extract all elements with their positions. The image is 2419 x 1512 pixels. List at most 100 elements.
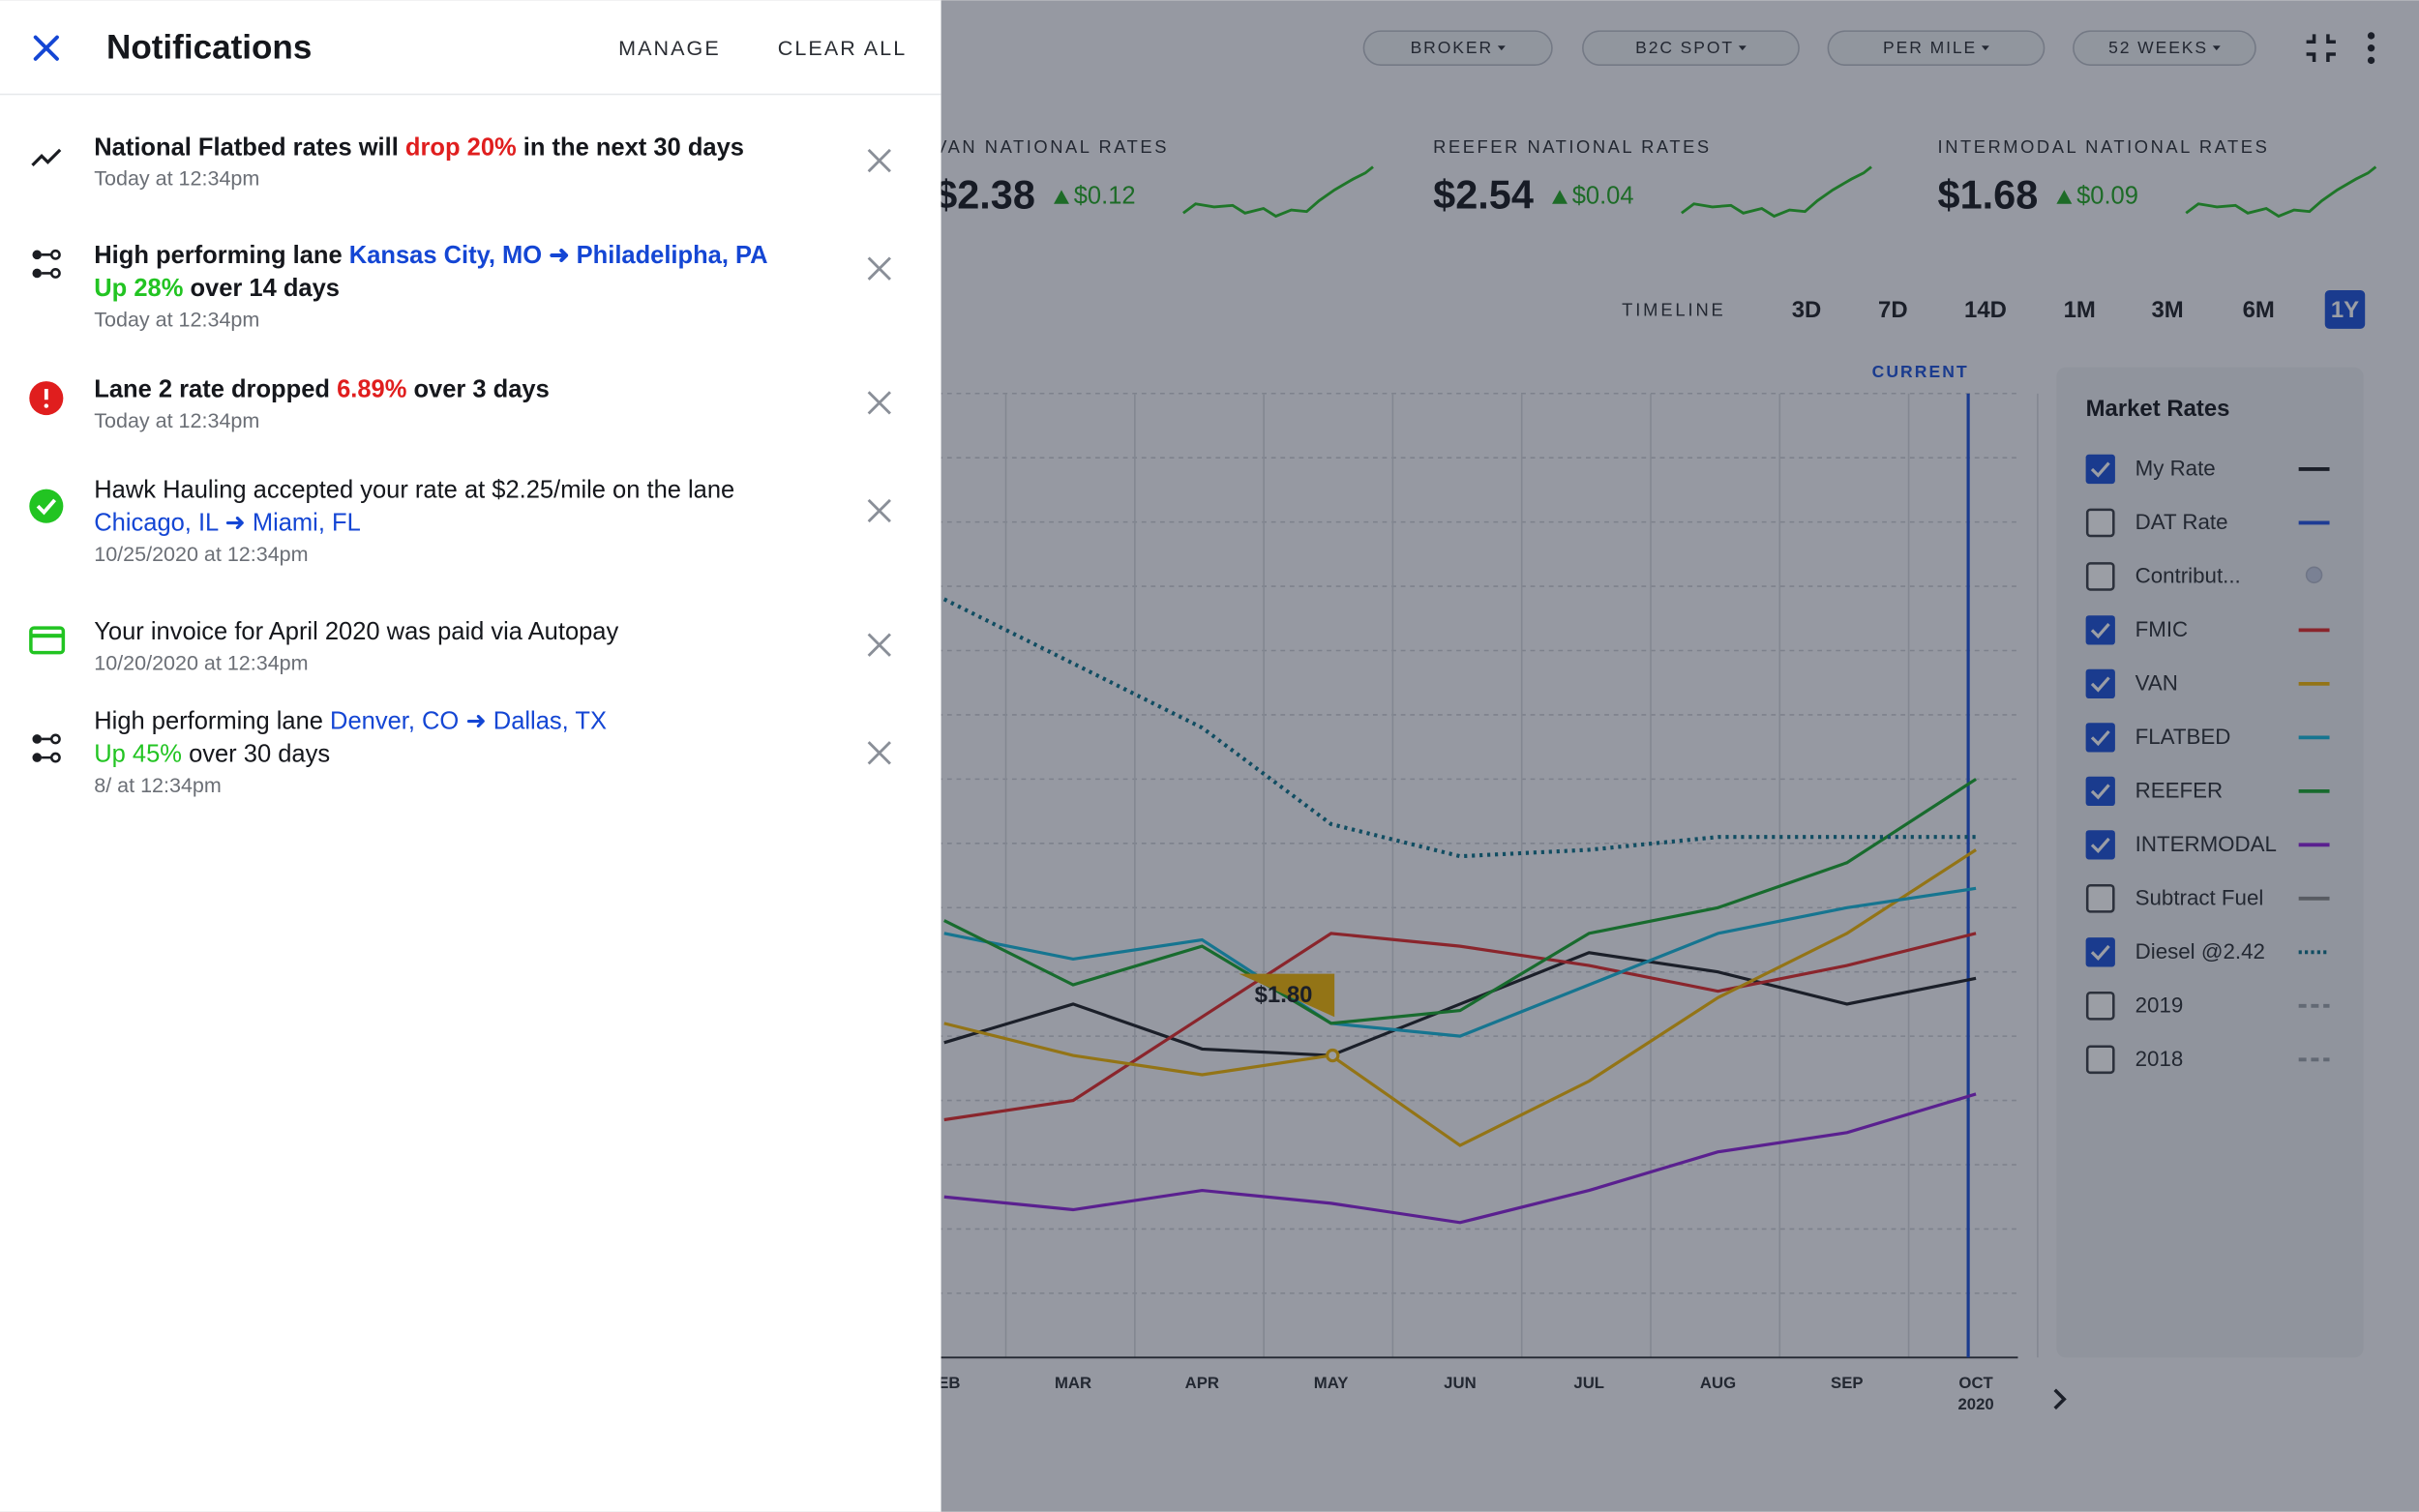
timeline-option[interactable]: 14D <box>1964 297 2007 323</box>
checkmark[interactable] <box>2090 784 2110 800</box>
notification-time: Today at 12:34pm <box>94 167 259 191</box>
card-value: $1.68 <box>1938 171 2039 217</box>
series-line <box>943 932 1977 1122</box>
card-title: INTERMODAL NATIONAL RATES <box>1938 136 2270 157</box>
text-part: over 30 days <box>182 740 330 767</box>
checkbox[interactable] <box>2085 562 2115 591</box>
text-part: Up 28% <box>94 275 183 302</box>
notification-time: Today at 12:34pm <box>94 309 259 332</box>
sparkline <box>1182 165 1374 219</box>
card-value: $2.54 <box>1433 171 1534 217</box>
next-chevron[interactable] <box>2053 1388 2067 1410</box>
checkbox[interactable] <box>2085 937 2115 967</box>
notification-time: 8/ at 12:34pm <box>94 774 222 797</box>
dismiss[interactable] <box>867 498 891 523</box>
text-part: High performing lane <box>94 707 330 734</box>
text-part: National Flatbed rates will <box>94 133 405 161</box>
legend-label: INTERMODAL <box>2135 832 2277 856</box>
menu-dot[interactable] <box>2367 44 2375 52</box>
up-arrow <box>2056 190 2073 204</box>
filter-dropdown[interactable] <box>1362 30 1553 67</box>
checkbox[interactable] <box>2085 454 2115 485</box>
checkbox[interactable] <box>2085 991 2115 1021</box>
timeline-option[interactable]: 6M <box>2243 297 2275 323</box>
checkmark[interactable] <box>2090 676 2110 693</box>
text-part: in the next 30 days <box>517 133 744 161</box>
dismiss[interactable] <box>867 256 891 281</box>
notification-text: Up 45% over 30 days <box>94 740 330 767</box>
checkmark[interactable] <box>2090 622 2110 639</box>
card-title: REEFER NATIONAL RATES <box>1433 136 1711 157</box>
checkbox[interactable] <box>2085 830 2115 860</box>
menu-dot[interactable] <box>2367 56 2375 65</box>
notification-panel: Notifications MANAGE CLEAR ALL National … <box>0 0 941 1512</box>
dismiss[interactable] <box>867 391 891 415</box>
timeline-option[interactable]: 3D <box>1792 297 1822 323</box>
tooltip-point <box>1326 1048 1340 1063</box>
dashboard: BROKER B2C SPOT PER MILE 52 WEEKS VAN NATION… <box>863 30 2377 1413</box>
dismiss[interactable] <box>867 633 891 657</box>
card-change: $0.12 <box>1074 182 1136 209</box>
caret <box>1738 45 1747 51</box>
checkmark[interactable] <box>2090 461 2110 478</box>
icon-lane-dot <box>32 734 43 744</box>
notification-text: Up 28% over 14 days <box>94 275 340 302</box>
icon-check-mark <box>36 498 57 516</box>
text-part: High performing lane <box>94 242 349 269</box>
caret <box>2212 45 2221 51</box>
checkmark[interactable] <box>2090 837 2110 854</box>
legend-label: My Rate <box>2135 457 2216 481</box>
icon-lane-ring <box>49 733 61 745</box>
caret <box>1981 45 1989 51</box>
timeline-option[interactable]: 3M <box>2152 297 2184 323</box>
collapse-icon[interactable] <box>2306 34 2336 63</box>
legend-label: FLATBED <box>2135 725 2231 749</box>
menu-dot[interactable] <box>2367 32 2375 40</box>
filter-dropdown[interactable] <box>1582 30 1800 67</box>
checkbox[interactable] <box>2085 883 2115 913</box>
icon-lane-link <box>42 253 51 275</box>
legend-panel <box>2056 367 2364 1358</box>
text-part: drop 20% <box>405 133 517 161</box>
icon-lane-ring <box>49 752 61 763</box>
timeline-option[interactable]: 1M <box>2064 297 2096 323</box>
x-tick-label: MAY <box>1314 1374 1349 1392</box>
card-change: $0.09 <box>2076 182 2138 209</box>
series-line <box>943 1092 1977 1225</box>
sparkline <box>1681 165 1872 219</box>
filter-label: PER MILE <box>1883 38 1977 57</box>
filter-dropdown[interactable] <box>2073 30 2256 67</box>
checkbox[interactable] <box>2085 508 2115 538</box>
timeline-active[interactable] <box>2324 289 2366 329</box>
clear-all-button[interactable]: CLEAR ALL <box>778 37 907 60</box>
icon-lane-dot <box>32 268 43 279</box>
notification-text: National Flatbed rates will drop 20% in … <box>94 133 744 161</box>
notification-text: Your invoice for April 2020 was paid via… <box>94 618 618 645</box>
dismiss[interactable] <box>867 148 891 173</box>
close-panel[interactable] <box>33 35 59 61</box>
icon-lane-link <box>42 737 51 759</box>
legend-label: 2018 <box>2135 1047 2184 1071</box>
x-tick-label: JUL <box>1573 1374 1604 1392</box>
timeline-option[interactable]: 7D <box>1878 297 1908 323</box>
checkbox[interactable] <box>2085 723 2115 753</box>
checkbox[interactable] <box>2085 615 2115 645</box>
checkbox[interactable] <box>2085 776 2115 806</box>
checkbox[interactable] <box>2085 1045 2115 1075</box>
notification-text: Chicago, IL ➜ Miami, FL <box>94 509 361 536</box>
checkmark[interactable] <box>2090 729 2110 747</box>
notification-time: 10/20/2020 at 12:34pm <box>94 651 308 674</box>
timeline-option[interactable]: 1Y <box>2331 297 2359 323</box>
checkbox[interactable] <box>2085 668 2115 699</box>
icon-alert-dot <box>44 403 49 408</box>
manage-button[interactable]: MANAGE <box>618 37 721 60</box>
up-arrow <box>1054 190 1069 204</box>
panel-bg <box>0 0 941 1512</box>
legend-label: REEFER <box>2135 779 2224 803</box>
icon-lane-dot <box>32 753 43 762</box>
filter-dropdown[interactable] <box>1827 30 2046 67</box>
checkmark[interactable] <box>2090 944 2110 962</box>
notification-text: Hawk Hauling accepted your rate at $2.25… <box>94 476 734 503</box>
dismiss[interactable] <box>867 741 891 765</box>
